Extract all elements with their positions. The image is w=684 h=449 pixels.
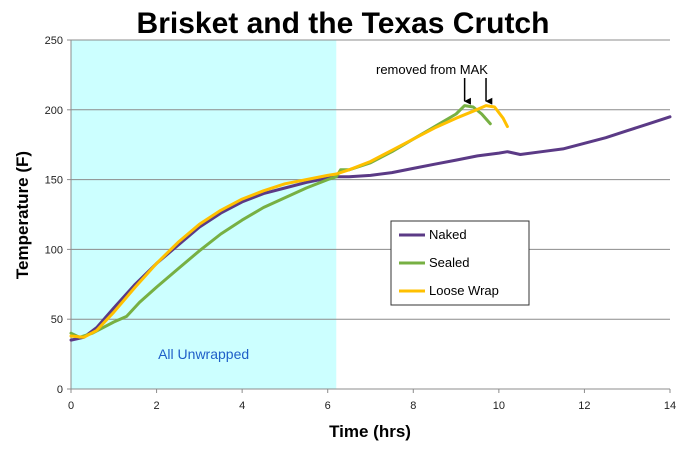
y-tick-label: 250: [45, 35, 63, 47]
legend-label: Sealed: [429, 255, 469, 270]
x-tick-label: 14: [664, 400, 676, 412]
series-line-loose-wrap: [69, 104, 509, 339]
y-tick-label: 50: [51, 314, 63, 326]
x-tick-label: 4: [239, 400, 245, 412]
x-tick-label: 8: [410, 400, 416, 412]
legend: Naked Sealed Loose Wrap: [390, 220, 530, 306]
legend-label: Naked: [429, 227, 467, 242]
chart-title: Brisket and the Texas Crutch: [137, 7, 550, 40]
shaded-region-label: All Unwrapped: [158, 346, 249, 362]
x-tick-label: 0: [68, 400, 74, 412]
y-axis-label: Temperature (F): [13, 151, 32, 279]
legend-label: Loose Wrap: [429, 283, 499, 298]
x-tick-label: 2: [154, 400, 160, 412]
y-tick-label: 200: [45, 105, 63, 117]
y-tick-label: 150: [45, 175, 63, 187]
x-tick-label: 6: [325, 400, 331, 412]
shaded-region-unwrapped: [71, 40, 337, 389]
annotation-label: removed from MAK: [376, 62, 488, 77]
y-tick-label: 100: [45, 244, 63, 256]
x-tick-label: 10: [493, 400, 505, 412]
series-line-sealed: [69, 104, 492, 339]
y-tick-label: 0: [57, 384, 63, 396]
x-axis-label: Time (hrs): [329, 422, 411, 441]
x-tick-label: 12: [578, 400, 590, 412]
